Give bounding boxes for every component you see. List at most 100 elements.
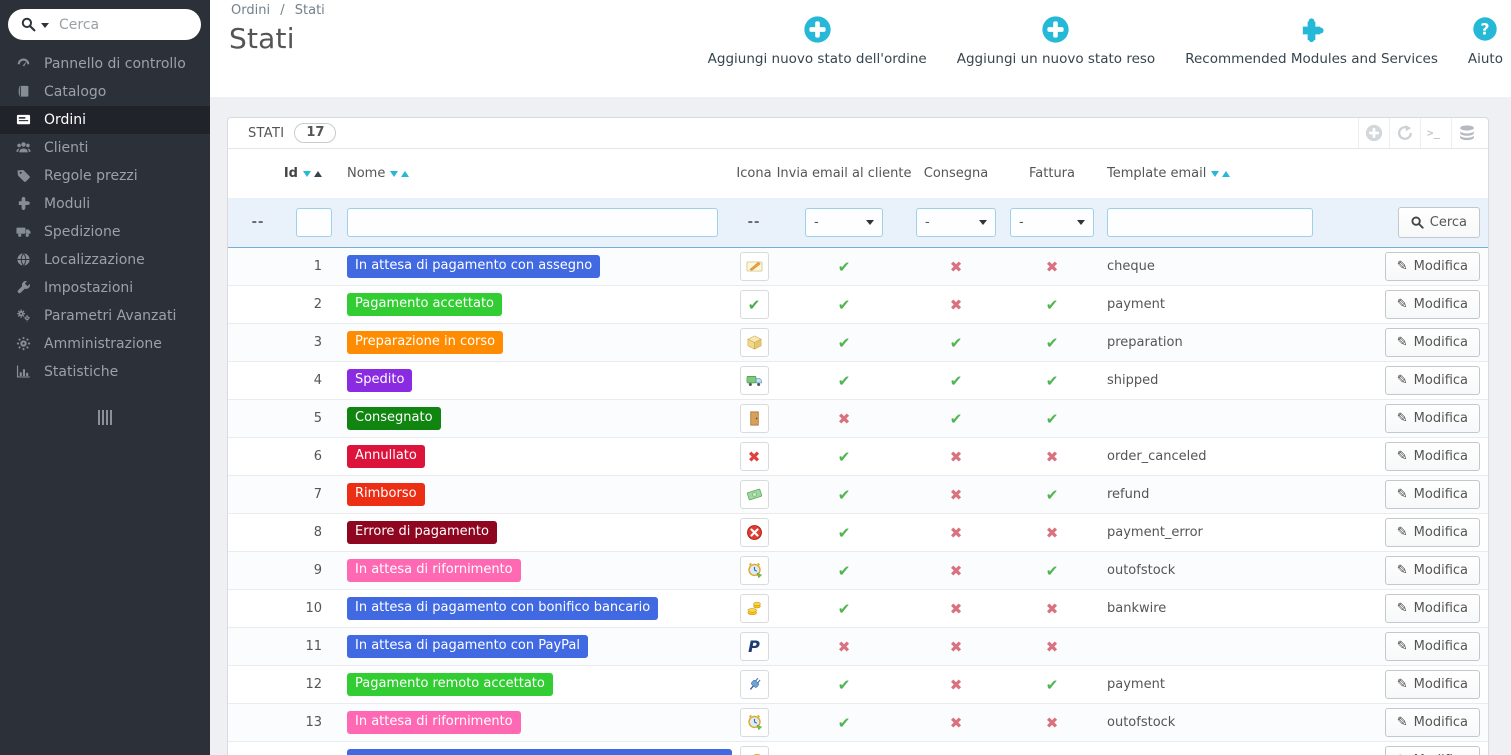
cross-icon: ✖	[1045, 713, 1059, 732]
check-icon: ✔	[1045, 675, 1059, 694]
edit-button[interactable]: ✎Modifica	[1384, 746, 1480, 755]
action-recommended-modules-and-services[interactable]: Recommended Modules and Services	[1185, 14, 1438, 67]
sidebar-item-statistiche[interactable]: Statistiche	[0, 358, 210, 386]
filter-email-select[interactable]: -	[805, 208, 883, 237]
edit-button[interactable]: ✎Modifica	[1384, 670, 1480, 699]
edit-button[interactable]: ✎Modifica	[1384, 632, 1480, 661]
sort-asc-icon[interactable]	[314, 170, 322, 177]
dashboard-icon	[15, 56, 32, 72]
sort-desc-icon[interactable]	[390, 170, 399, 177]
action-aiuto[interactable]: ? Aiuto	[1468, 14, 1503, 67]
sidebar-collapse-handle[interactable]	[0, 410, 210, 425]
table-row: 5 Consegnato ✖ ✔ ✔ ✎ Modifica	[228, 400, 1488, 438]
filter-delivery-select[interactable]: -	[916, 208, 996, 237]
table-row: 8 Errore di pagamento ✔ ✖ ✖ payment_erro…	[228, 514, 1488, 552]
edit-button[interactable]: ✎Modifica	[1384, 404, 1480, 433]
payment-error-icon	[746, 524, 763, 541]
status-badge: Pagamento accettato	[347, 292, 502, 317]
select-caret-icon	[1077, 220, 1085, 225]
sidebar-item-moduli[interactable]: Moduli	[0, 190, 210, 218]
pencil-icon: ✎	[1396, 715, 1408, 730]
check-icon: ✔	[1045, 561, 1059, 580]
toolbar-terminal-button[interactable]: >_	[1420, 118, 1451, 148]
sidebar-item-catalogo[interactable]: Catalogo	[0, 78, 210, 106]
sort-desc-icon[interactable]	[303, 170, 311, 177]
row-select-cell	[228, 362, 288, 399]
edit-button[interactable]: ✎Modifica	[1384, 328, 1480, 357]
cross-icon: ✖	[949, 295, 963, 314]
sidebar-item-clienti[interactable]: Clienti	[0, 134, 210, 162]
col-template-header: Template email	[1104, 166, 1322, 181]
cross-icon: ✖	[949, 637, 963, 656]
row-select-cell	[228, 590, 288, 627]
action-aggiungi-nuovo-stato-dell-ordine[interactable]: Aggiungi nuovo stato dell'ordine	[708, 14, 927, 67]
main-area: Ordini / Stati Stati Aggiungi nuovo stat…	[210, 0, 1511, 755]
svg-text:?: ?	[1481, 20, 1490, 39]
coins-icon	[746, 600, 763, 617]
search-filter-button[interactable]: Cerca	[1397, 207, 1480, 238]
status-badge: In attesa di rifornimento	[347, 558, 521, 583]
table-row: 1 In attesa di pagamento con assegno ✔ ✖…	[228, 248, 1488, 286]
toolbar-refresh-button[interactable]	[1389, 118, 1420, 148]
add-circle-gray-icon	[1365, 124, 1383, 142]
sidebar-item-impostazioni[interactable]: Impostazioni	[0, 274, 210, 302]
edit-button[interactable]: ✎Modifica	[1384, 290, 1480, 319]
table-row: 11 In attesa di pagamento con PayPal P ✖…	[228, 628, 1488, 666]
edit-button[interactable]: ✎Modifica	[1384, 366, 1480, 395]
cancel-icon: ✖	[747, 447, 761, 466]
status-badge: Preparazione in corso	[347, 330, 504, 355]
cross-icon: ✖	[1045, 523, 1059, 542]
edit-button[interactable]: ✎Modifica	[1384, 442, 1480, 471]
row-id: 2	[313, 297, 322, 312]
check-icon: ✔	[837, 713, 851, 732]
toolbar-stack-button[interactable]	[1451, 118, 1482, 148]
edit-button[interactable]: ✎Modifica	[1384, 594, 1480, 623]
search-scope-caret-icon[interactable]	[41, 23, 49, 28]
filter-name-input[interactable]	[347, 208, 718, 237]
edit-button[interactable]: ✎Modifica	[1384, 480, 1480, 509]
toolbar-add-circle-gray-button[interactable]	[1358, 118, 1389, 148]
row-id: 7	[313, 487, 322, 502]
edit-button[interactable]: ✎Modifica	[1384, 518, 1480, 547]
filter-invoice-select[interactable]: -	[1010, 208, 1094, 237]
cross-icon: ✖	[949, 257, 963, 276]
sort-asc-icon[interactable]	[401, 170, 410, 177]
cross-icon: ✖	[837, 409, 851, 428]
cross-icon: ✖	[1045, 447, 1059, 466]
search-input[interactable]	[59, 16, 179, 33]
cross-icon: ✖	[1045, 599, 1059, 618]
refresh-icon	[1396, 124, 1414, 142]
filter-id-input[interactable]	[296, 208, 332, 237]
edit-button[interactable]: ✎Modifica	[1384, 708, 1480, 737]
cross-icon: ✖	[949, 675, 963, 694]
check-icon: ✔	[837, 561, 851, 580]
edit-button[interactable]: ✎Modifica	[1384, 252, 1480, 281]
sort-desc-icon[interactable]	[1211, 170, 1220, 177]
row-template: shipped	[1107, 373, 1159, 388]
sidebar-item-pannello-di-controllo[interactable]: Pannello di controllo	[0, 50, 210, 78]
status-badge: In attesa di pagamento con PayPal	[347, 634, 588, 659]
check-icon: ✔	[837, 257, 851, 276]
status-badge: In attesa di rifornimento	[347, 710, 521, 735]
sidebar-search[interactable]	[8, 9, 201, 40]
cross-icon: ✖	[949, 599, 963, 618]
sidebar-item-localizzazione[interactable]: Localizzazione	[0, 246, 210, 274]
content-area: STATI 17 >_ Id Nome Icona Invia email al cl…	[210, 97, 1511, 755]
action-aggiungi-un-nuovo-stato-reso[interactable]: Aggiungi un nuovo stato reso	[957, 14, 1155, 67]
edit-button[interactable]: ✎Modifica	[1384, 556, 1480, 585]
sort-asc-icon[interactable]	[1222, 170, 1231, 177]
filter-template-input[interactable]	[1107, 208, 1313, 237]
sidebar-item-amministrazione[interactable]: Amministrazione	[0, 330, 210, 358]
breadcrumb-parent[interactable]: Ordini	[231, 3, 271, 18]
status-badge: Pagamento remoto accettato	[347, 672, 553, 697]
col-invoice-header: Fattura	[1029, 166, 1075, 181]
sidebar-item-spedizione[interactable]: Spedizione	[0, 218, 210, 246]
plug-icon	[746, 676, 763, 693]
sidebar-item-parametri-avanzati[interactable]: Parametri Avanzati	[0, 302, 210, 330]
status-badge: In attesa di pagamento con bonifico banc…	[347, 596, 659, 621]
table-row: ✎Modifica	[228, 742, 1488, 755]
row-template: bankwire	[1107, 601, 1167, 616]
sidebar-item-regole-prezzi[interactable]: Regole prezzi	[0, 162, 210, 190]
check-icon: ✔	[837, 599, 851, 618]
sidebar-item-ordini[interactable]: Ordini	[0, 106, 210, 134]
